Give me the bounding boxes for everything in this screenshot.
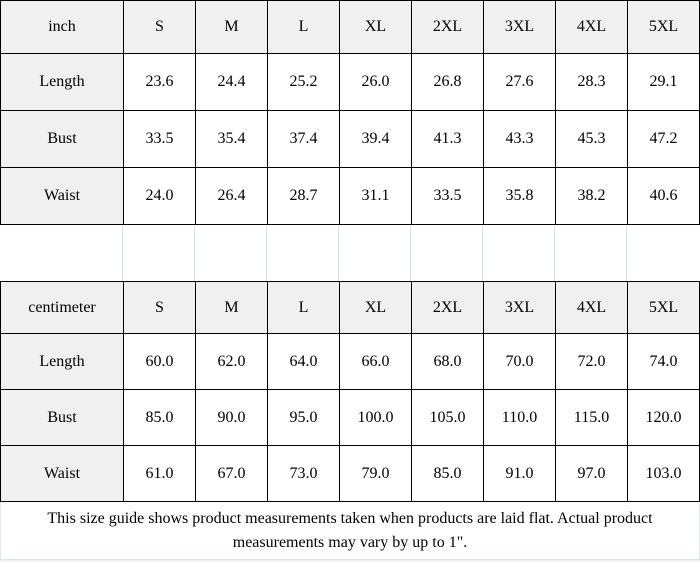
size-value-cell: 39.4 xyxy=(339,110,412,168)
spacer-gridline-cell xyxy=(555,225,627,281)
row-label-cell: Bust xyxy=(0,389,124,446)
size-value-cell: 35.8 xyxy=(483,167,556,225)
inch-unit-header-cell: inch xyxy=(0,0,124,54)
table-row: Waist 61.0 67.0 73.0 79.0 85.0 91.0 97.0… xyxy=(0,445,700,502)
size-value-cell: 27.6 xyxy=(483,53,556,111)
size-value-cell: 97.0 xyxy=(555,445,628,502)
size-value-cell: 35.4 xyxy=(195,110,268,168)
size-value-cell: 72.0 xyxy=(555,333,628,390)
spacer-gridline-cell xyxy=(411,225,483,281)
size-value-cell: 28.3 xyxy=(555,53,628,111)
table-row: Length 23.6 24.4 25.2 26.0 26.8 27.6 28.… xyxy=(0,53,700,111)
size-header-cell: 5XL xyxy=(627,0,700,54)
size-header-cell: M xyxy=(195,0,268,54)
size-value-cell: 100.0 xyxy=(339,389,412,446)
size-value-cell: 60.0 xyxy=(123,333,196,390)
size-value-cell: 37.4 xyxy=(267,110,340,168)
size-header-cell: 5XL xyxy=(627,281,700,334)
size-value-cell: 95.0 xyxy=(267,389,340,446)
size-value-cell: 28.7 xyxy=(267,167,340,225)
spacer-gridline-cell xyxy=(267,225,339,281)
centimeter-unit-header-cell: centimeter xyxy=(0,281,124,334)
spacer-row xyxy=(0,225,700,281)
row-label-cell: Length xyxy=(0,53,124,111)
spacer-gridline-cell xyxy=(339,225,411,281)
size-value-cell: 90.0 xyxy=(195,389,268,446)
size-value-cell: 68.0 xyxy=(411,333,484,390)
size-header-cell: XL xyxy=(339,281,412,334)
size-header-cell: 4XL xyxy=(555,0,628,54)
row-label-cell: Length xyxy=(0,333,124,390)
centimeter-size-table: centimeter S M L XL 2XL 3XL 4XL 5XL Leng… xyxy=(0,281,700,502)
size-value-cell: 64.0 xyxy=(267,333,340,390)
size-header-cell: 3XL xyxy=(483,0,556,54)
size-value-cell: 24.0 xyxy=(123,167,196,225)
spacer-gridline-cell xyxy=(123,225,195,281)
size-header-cell: 2XL xyxy=(411,281,484,334)
size-header-cell: L xyxy=(267,281,340,334)
size-value-cell: 67.0 xyxy=(195,445,268,502)
size-header-cell: M xyxy=(195,281,268,334)
inch-size-table: inch S M L XL 2XL 3XL 4XL 5XL Length 23.… xyxy=(0,0,700,225)
size-value-cell: 23.6 xyxy=(123,53,196,111)
size-value-cell: 91.0 xyxy=(483,445,556,502)
table-row: Bust 85.0 90.0 95.0 100.0 105.0 110.0 11… xyxy=(0,389,700,446)
size-value-cell: 120.0 xyxy=(627,389,700,446)
size-value-cell: 33.5 xyxy=(411,167,484,225)
size-value-cell: 110.0 xyxy=(483,389,556,446)
size-value-cell: 26.4 xyxy=(195,167,268,225)
row-label-cell: Waist xyxy=(0,445,124,502)
spacer-gridline-cell xyxy=(483,225,555,281)
size-header-cell: 4XL xyxy=(555,281,628,334)
size-value-cell: 103.0 xyxy=(627,445,700,502)
spacer-gridline-cell xyxy=(627,225,700,281)
size-value-cell: 115.0 xyxy=(555,389,628,446)
size-value-cell: 29.1 xyxy=(627,53,700,111)
size-value-cell: 25.2 xyxy=(267,53,340,111)
size-value-cell: 26.8 xyxy=(411,53,484,111)
spacer-gridline-cell xyxy=(195,225,267,281)
size-value-cell: 31.1 xyxy=(339,167,412,225)
inch-header-row: inch S M L XL 2XL 3XL 4XL 5XL xyxy=(0,0,700,54)
size-header-cell: 3XL xyxy=(483,281,556,334)
row-label-cell: Waist xyxy=(0,167,124,225)
bottom-gridline-strip xyxy=(0,559,700,562)
size-value-cell: 85.0 xyxy=(411,445,484,502)
centimeter-header-row: centimeter S M L XL 2XL 3XL 4XL 5XL xyxy=(0,281,700,334)
size-guide-note-text: This size guide shows product measuremen… xyxy=(47,509,653,551)
size-value-cell: 41.3 xyxy=(411,110,484,168)
size-value-cell: 40.6 xyxy=(627,167,700,225)
size-value-cell: 43.3 xyxy=(483,110,556,168)
size-value-cell: 38.2 xyxy=(555,167,628,225)
table-row: Length 60.0 62.0 64.0 66.0 68.0 70.0 72.… xyxy=(0,333,700,390)
table-row: Waist 24.0 26.4 28.7 31.1 33.5 35.8 38.2… xyxy=(0,167,700,225)
size-value-cell: 61.0 xyxy=(123,445,196,502)
size-value-cell: 45.3 xyxy=(555,110,628,168)
size-value-cell: 105.0 xyxy=(411,389,484,446)
size-value-cell: 73.0 xyxy=(267,445,340,502)
size-header-cell: 2XL xyxy=(411,0,484,54)
size-header-cell: XL xyxy=(339,0,412,54)
size-value-cell: 26.0 xyxy=(339,53,412,111)
size-value-cell: 74.0 xyxy=(627,333,700,390)
spacer-gridline-cell xyxy=(0,225,123,281)
size-value-cell: 79.0 xyxy=(339,445,412,502)
row-label-cell: Bust xyxy=(0,110,124,168)
size-value-cell: 62.0 xyxy=(195,333,268,390)
size-value-cell: 47.2 xyxy=(627,110,700,168)
size-value-cell: 66.0 xyxy=(339,333,412,390)
table-row: Bust 33.5 35.4 37.4 39.4 41.3 43.3 45.3 … xyxy=(0,110,700,168)
size-guide-note: This size guide shows product measuremen… xyxy=(0,502,700,559)
size-header-cell: L xyxy=(267,0,340,54)
size-value-cell: 33.5 xyxy=(123,110,196,168)
size-header-cell: S xyxy=(123,0,196,54)
size-header-cell: S xyxy=(123,281,196,334)
size-value-cell: 85.0 xyxy=(123,389,196,446)
size-value-cell: 70.0 xyxy=(483,333,556,390)
size-value-cell: 24.4 xyxy=(195,53,268,111)
